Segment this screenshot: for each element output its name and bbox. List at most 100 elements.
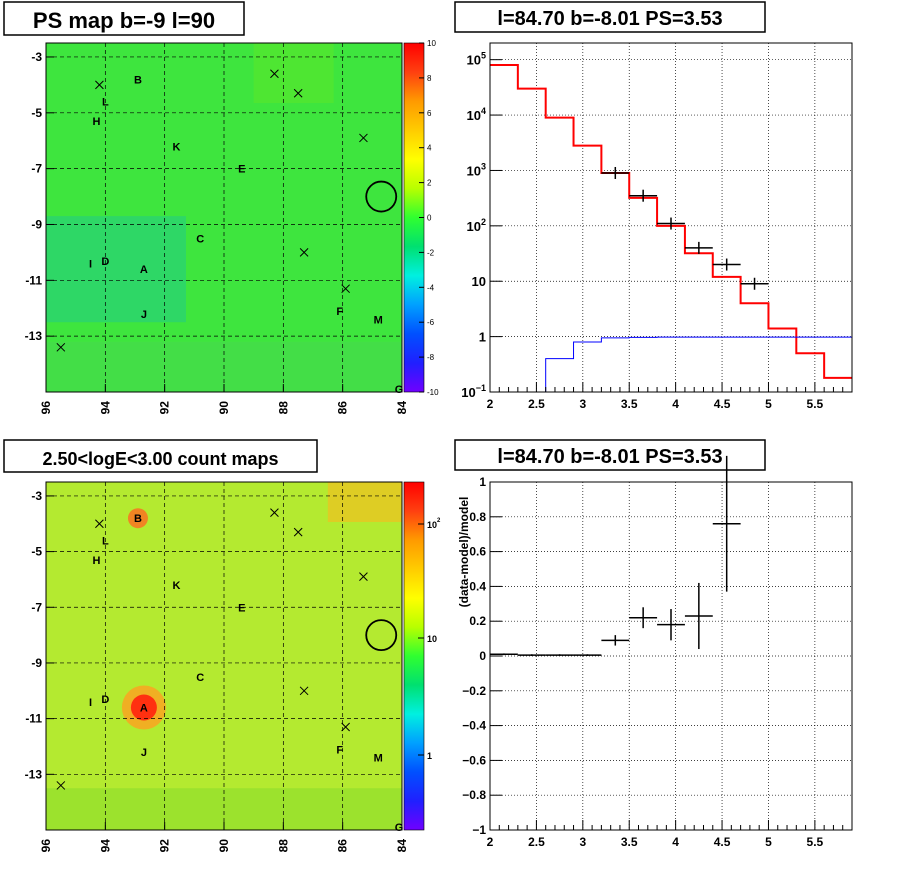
source-label: H — [92, 116, 100, 128]
source-label: B — [134, 513, 142, 525]
source-cross — [359, 572, 368, 582]
map-y-tick-label: -5 — [31, 106, 42, 120]
source-cross — [95, 519, 104, 529]
residual-plot: 2 2.5 3 3.5 4 4.5 5 5.5 1 0.8 0.6 0.4 0.2 0 −0.2 −0.4 −0… — [457, 455, 853, 849]
source-label: D — [101, 694, 109, 706]
map-x-tick-label: 86 — [336, 401, 350, 415]
map-x-tick-label: 90 — [217, 401, 231, 415]
spectrum-title: l=84.70 b=-8.01 PS=3.53 — [497, 8, 722, 30]
source-label: B — [134, 74, 142, 86]
map-y-tick-label: -13 — [25, 329, 43, 343]
source-cross — [299, 686, 309, 696]
source-label: K — [173, 580, 181, 592]
y-tick-label: 102 — [467, 217, 486, 234]
source-label: G — [395, 384, 404, 396]
x-tick-label: 3 — [579, 397, 586, 411]
y-tick-label: −0.4 — [462, 719, 486, 733]
map-x-tick-label: 92 — [158, 401, 172, 415]
ps-map-title-box — [3, 1, 245, 36]
x-tick-label: 5 — [765, 835, 772, 849]
y-axis-label: (data-model)/model — [457, 497, 471, 608]
x-tick-label: 4.5 — [714, 397, 731, 411]
colorbar-tick-label: 8 — [427, 74, 432, 83]
y-tick-label: 1 — [479, 475, 486, 489]
ps-map-title: PS map b=-9 l=90 — [33, 8, 215, 33]
source-label: A — [140, 703, 148, 715]
colorbar-tick-label: -6 — [427, 318, 435, 327]
source-label: I — [89, 259, 92, 271]
y-tick-label: 10−1 — [461, 383, 486, 400]
y-tick-label: 0.2 — [469, 614, 486, 628]
count-map-title: 2.50<logE<3.00 count maps — [42, 449, 278, 469]
plot-area — [490, 43, 852, 392]
colorbar-tick-label: 1 — [427, 751, 432, 761]
colorbar-tick-label: -4 — [427, 283, 435, 292]
source-cross — [270, 69, 279, 79]
y-tick-label: 0.6 — [469, 545, 486, 559]
map-x-tick-label: 96 — [39, 839, 53, 853]
map-y-tick-label: -9 — [31, 217, 42, 231]
x-tick-label: 4 — [672, 835, 679, 849]
map-x-tick-label: 92 — [158, 839, 172, 853]
source-cross — [293, 527, 303, 537]
map-y-tick-label: -9 — [31, 656, 42, 670]
source-cross — [293, 88, 303, 98]
y-tick-label: 105 — [467, 51, 486, 68]
x-tick-label: 2 — [487, 835, 494, 849]
colorbar-tick-label: 10 — [427, 634, 437, 644]
source-label: A — [140, 264, 148, 276]
source-cross — [341, 284, 350, 294]
map-x-tick-label: 88 — [276, 401, 290, 415]
source-label: M — [374, 753, 383, 765]
map-y-tick-label: -7 — [31, 162, 42, 176]
source-label: M — [374, 314, 383, 326]
source-cross — [56, 781, 66, 790]
source-label: E — [238, 164, 245, 176]
map-x-tick-label: 88 — [276, 839, 290, 853]
map-y-tick-label: -7 — [31, 600, 42, 614]
colorbar-tick-label: -8 — [427, 353, 435, 362]
count-map: 96 94 92 90 88 86 84 -3 -5 -7 -9 -11 -13 B LH K E C I D A J F M… — [25, 481, 441, 853]
count-map-title-box — [3, 439, 318, 473]
map-x-tick-label: 84 — [395, 401, 409, 415]
colorbar — [403, 481, 425, 831]
source-label: F — [336, 306, 343, 318]
colorbar-tick-label: 0 — [427, 214, 432, 223]
colorbar-tick-label: 2 — [427, 179, 432, 188]
y-tick-label: 1 — [479, 330, 486, 345]
y-tick-label: −0.8 — [462, 788, 486, 802]
y-tick-label: 10 — [472, 274, 486, 289]
map-cool-region — [46, 216, 186, 323]
y-tick-label: 103 — [467, 161, 486, 178]
source-label: H — [92, 555, 100, 567]
colorbar-tick-label: 6 — [427, 109, 432, 118]
map-hotspot-b — [127, 508, 148, 529]
x-tick-label: 2 — [487, 397, 494, 411]
plot-frame — [489, 42, 853, 393]
source-label: F — [336, 744, 343, 756]
x-tick-label: 5.5 — [807, 397, 824, 411]
colorbar-tick-label: -10 — [427, 388, 439, 397]
source-label: K — [173, 141, 181, 153]
y-tick-label: 0.8 — [469, 510, 486, 524]
source-label: E — [238, 602, 245, 614]
residual-title-box — [454, 439, 766, 471]
x-tick-label: 5 — [765, 397, 772, 411]
source-cross — [299, 248, 309, 257]
source-label: I — [89, 697, 92, 709]
x-tick-label: 2.5 — [528, 397, 545, 411]
x-tick-label: 2.5 — [528, 835, 545, 849]
map-warm-region — [253, 43, 334, 103]
source-cross — [95, 80, 104, 90]
map-y-tick-label: -3 — [31, 489, 42, 503]
colorbar-tick-label: 10 — [427, 39, 436, 48]
map-y-tick-label: -11 — [25, 712, 42, 726]
source-label: L — [102, 535, 109, 547]
x-tick-label: 3.5 — [621, 835, 638, 849]
colorbar-tick-label: 4 — [427, 144, 432, 153]
map-x-tick-label: 94 — [98, 839, 112, 853]
y-tick-label: −0.2 — [462, 684, 486, 698]
psf-step-line — [490, 336, 852, 393]
